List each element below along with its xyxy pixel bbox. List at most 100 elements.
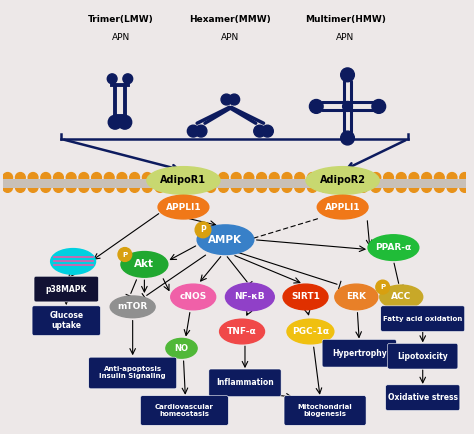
Circle shape <box>229 94 240 105</box>
Circle shape <box>193 173 203 182</box>
Text: Fatty acid oxidation: Fatty acid oxidation <box>383 316 462 322</box>
Circle shape <box>346 182 356 192</box>
Text: Oxidative stress: Oxidative stress <box>388 393 458 402</box>
Circle shape <box>244 173 254 182</box>
Ellipse shape <box>166 339 197 358</box>
Text: p38MAPK: p38MAPK <box>46 285 87 293</box>
Circle shape <box>396 182 406 192</box>
Text: P: P <box>200 225 206 234</box>
Circle shape <box>155 182 165 192</box>
Circle shape <box>168 182 178 192</box>
Text: ACC: ACC <box>391 293 411 302</box>
Ellipse shape <box>51 249 96 274</box>
Text: AdipoR2: AdipoR2 <box>319 175 365 185</box>
Circle shape <box>41 173 51 182</box>
Circle shape <box>460 182 470 192</box>
Text: Hypertrophy: Hypertrophy <box>332 349 387 358</box>
Ellipse shape <box>110 296 155 318</box>
Text: Glucose
uptake: Glucose uptake <box>49 311 83 330</box>
Text: ERK: ERK <box>346 293 366 302</box>
Circle shape <box>422 173 431 182</box>
Text: NF-κB: NF-κB <box>235 293 265 302</box>
Text: APPLI1: APPLI1 <box>165 203 201 212</box>
FancyBboxPatch shape <box>32 306 100 335</box>
Text: AMPK: AMPK <box>209 235 242 245</box>
Circle shape <box>28 182 38 192</box>
Ellipse shape <box>335 284 378 310</box>
FancyBboxPatch shape <box>34 276 99 302</box>
Circle shape <box>16 173 25 182</box>
Circle shape <box>142 173 152 182</box>
Text: Akt: Akt <box>135 260 155 270</box>
Circle shape <box>333 173 343 182</box>
Text: PPAR-α: PPAR-α <box>375 243 411 252</box>
Circle shape <box>371 182 381 192</box>
Text: TNF-α: TNF-α <box>227 327 257 336</box>
Circle shape <box>66 182 76 192</box>
Ellipse shape <box>121 252 168 277</box>
Circle shape <box>376 280 390 294</box>
Circle shape <box>41 182 51 192</box>
Circle shape <box>435 173 444 182</box>
Text: Hexamer(MMW): Hexamer(MMW) <box>189 16 271 24</box>
Circle shape <box>118 115 132 129</box>
Circle shape <box>187 125 199 137</box>
Text: Multimer(HMW): Multimer(HMW) <box>305 16 386 24</box>
Circle shape <box>383 182 393 192</box>
FancyBboxPatch shape <box>209 369 281 397</box>
Circle shape <box>447 173 457 182</box>
Circle shape <box>181 182 190 192</box>
Circle shape <box>195 125 207 137</box>
Ellipse shape <box>380 285 423 309</box>
Circle shape <box>54 182 64 192</box>
Circle shape <box>104 182 114 192</box>
Text: Lipotoxicity: Lipotoxicity <box>397 352 448 361</box>
Circle shape <box>195 222 211 238</box>
Text: APN: APN <box>112 33 130 42</box>
Text: Anti-apoptosis
Insulin Signaling: Anti-apoptosis Insulin Signaling <box>100 366 166 379</box>
FancyBboxPatch shape <box>386 385 460 411</box>
Circle shape <box>108 115 122 129</box>
Circle shape <box>262 125 273 137</box>
Circle shape <box>422 182 431 192</box>
Circle shape <box>3 182 12 192</box>
Ellipse shape <box>219 319 264 344</box>
Circle shape <box>295 173 305 182</box>
Circle shape <box>372 99 386 113</box>
Ellipse shape <box>283 284 328 310</box>
Circle shape <box>341 68 355 82</box>
Ellipse shape <box>158 195 209 219</box>
Circle shape <box>371 173 381 182</box>
Circle shape <box>333 182 343 192</box>
Ellipse shape <box>368 235 419 260</box>
FancyBboxPatch shape <box>89 357 177 389</box>
Circle shape <box>117 182 127 192</box>
Circle shape <box>104 173 114 182</box>
Circle shape <box>320 182 330 192</box>
Circle shape <box>460 173 470 182</box>
Circle shape <box>282 182 292 192</box>
Circle shape <box>343 102 352 112</box>
Circle shape <box>54 173 64 182</box>
Circle shape <box>254 125 265 137</box>
Bar <box>3 180 465 188</box>
Circle shape <box>358 173 368 182</box>
Text: Trimer(LMW): Trimer(LMW) <box>88 16 154 24</box>
Circle shape <box>206 182 216 192</box>
Circle shape <box>346 173 356 182</box>
Circle shape <box>16 182 25 192</box>
Circle shape <box>117 173 127 182</box>
Circle shape <box>244 182 254 192</box>
Circle shape <box>341 131 355 145</box>
Circle shape <box>308 173 317 182</box>
Circle shape <box>231 173 241 182</box>
Circle shape <box>28 173 38 182</box>
Circle shape <box>219 182 228 192</box>
Text: Cardiovascular
homeostasis: Cardiovascular homeostasis <box>155 404 214 417</box>
FancyBboxPatch shape <box>140 396 228 425</box>
Circle shape <box>193 182 203 192</box>
Circle shape <box>3 173 12 182</box>
Circle shape <box>310 99 323 113</box>
Text: SIRT1: SIRT1 <box>291 293 320 302</box>
Circle shape <box>269 182 279 192</box>
